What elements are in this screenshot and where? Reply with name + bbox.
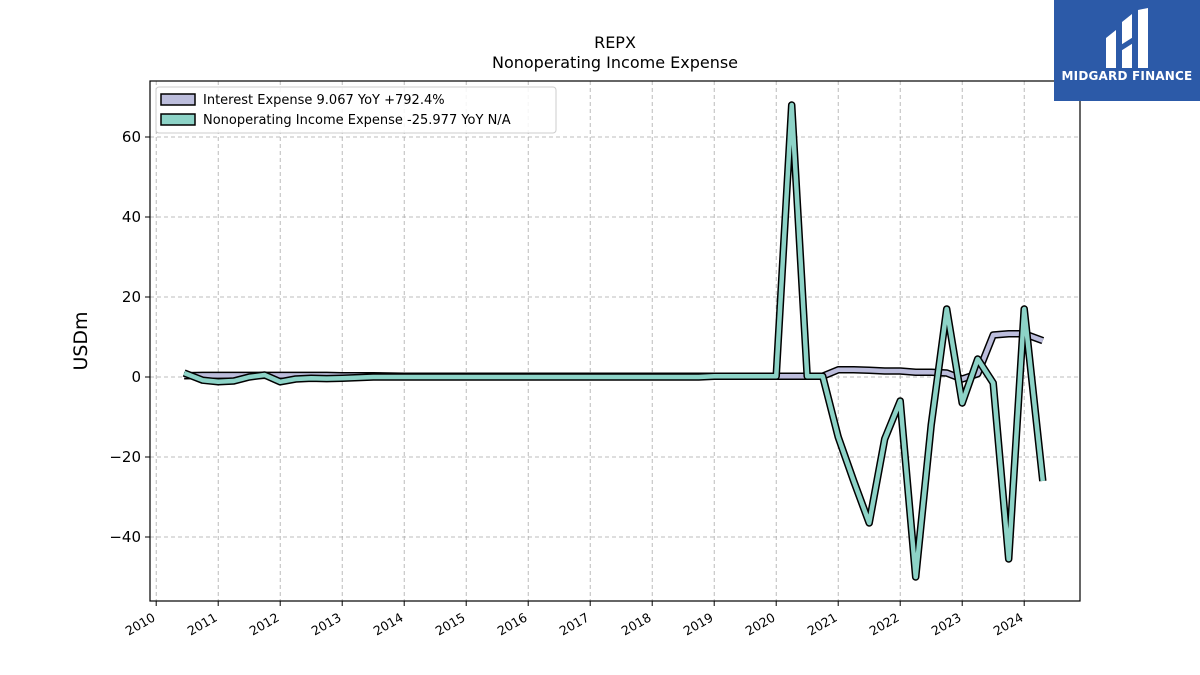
series-layer [182,101,1047,581]
x-tick-label: 2019 [681,610,716,639]
x-axis: 2010 2011 2012 2013 2014 2015 2016 2017 2018 2019… [123,601,1026,639]
y-axis-label: USDm [70,311,92,370]
brand-logo: MIDGARD FINANCE [1054,0,1200,101]
x-tick-label: 2014 [371,610,406,639]
x-tick-label: 2015 [433,610,468,639]
series-line-nonoperating-income-expense [183,102,1046,580]
legend-swatch-interest-expense [160,93,196,106]
midgard-logo-icon [1106,8,1148,68]
y-tick-label: 0 [131,368,141,386]
x-tick-label: 2017 [557,610,592,639]
x-tick-label: 2012 [247,610,282,639]
x-tick-label: 2018 [619,610,654,639]
legend-box [155,86,557,134]
x-tick-label: 2010 [123,610,158,639]
y-tick-label: −20 [109,448,141,466]
x-tick-label: 2013 [309,610,344,639]
brand-name: MIDGARD FINANCE [1061,69,1193,83]
chart-title: REPX [594,33,636,52]
y-tick-label: 20 [122,288,141,306]
series-outline-nonoperating-income-expense [182,101,1047,581]
y-tick-label: 60 [122,128,141,146]
legend-label-interest-expense: Interest Expense 9.067 YoY +792.4% [203,93,445,108]
x-tick-label: 2011 [185,610,220,639]
y-tick-label: 40 [122,208,141,226]
x-tick-label: 2023 [929,610,964,639]
x-tick-label: 2021 [805,610,840,639]
legend: Interest Expense 9.067 YoY +792.4% Nonop… [155,86,557,134]
legend-swatch-nonoperating-income-expense [160,113,196,126]
chart-subtitle: Nonoperating Income Expense [492,53,738,72]
x-tick-label: 2016 [495,610,530,639]
y-axis: −40 −20 0 20 40 60 [109,128,150,546]
y-tick-label: −40 [109,528,141,546]
plot-frame [149,80,1081,602]
x-tick-label: 2022 [867,610,902,639]
x-tick-label: 2020 [743,610,778,639]
x-tick-label: 2024 [991,610,1026,639]
legend-label-nonoperating-income-expense: Nonoperating Income Expense -25.977 YoY … [203,113,511,128]
